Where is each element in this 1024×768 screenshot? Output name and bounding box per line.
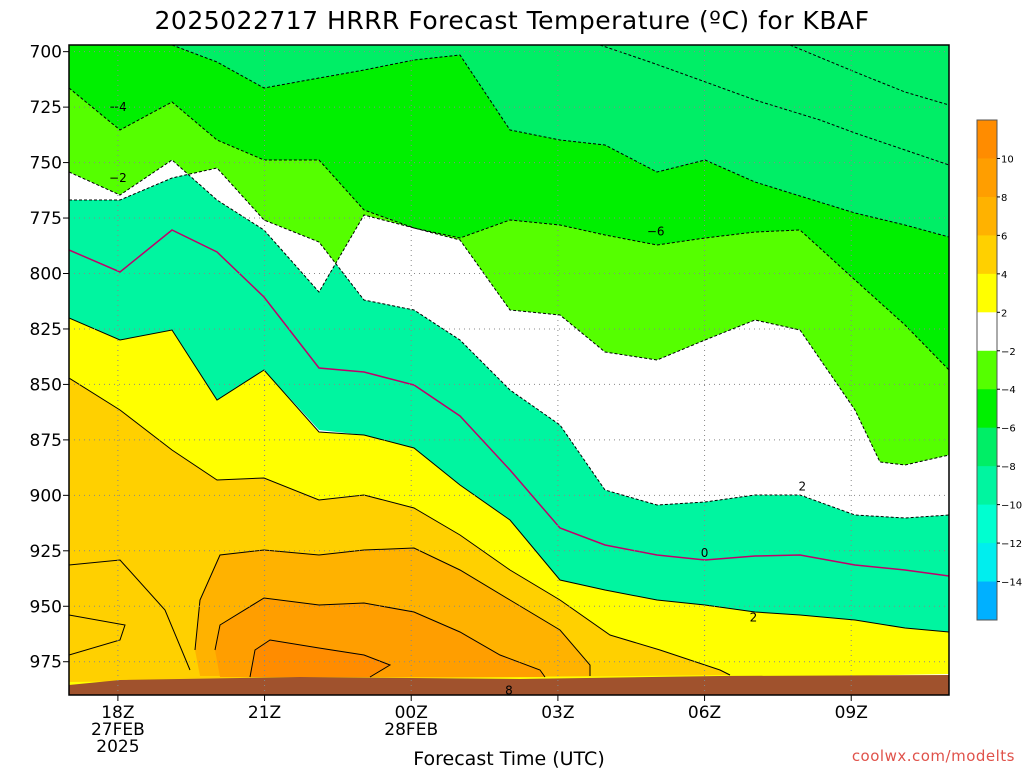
contour-label: −2: [109, 171, 127, 185]
y-tick-label: 725: [30, 98, 62, 118]
colorbar-swatch: [977, 581, 997, 621]
colorbar-label: 8: [1001, 193, 1007, 204]
x-tick-label: 27FEB: [91, 720, 145, 740]
colorbar-swatch: [977, 350, 997, 390]
y-axis: 700 725 750 775 800 825 850 875 900 925 950 975: [30, 43, 69, 673]
contour-label: −6: [647, 224, 665, 238]
colorbar-swatch: [977, 273, 997, 313]
chart-title: 2025022717 HRRR Forecast Temperature (ºC…: [155, 6, 870, 35]
band-minus-4: [69, 88, 949, 465]
colorbar-swatch: [977, 504, 997, 544]
isotherm-4-low: [69, 559, 191, 671]
colorbar-label: −4: [1001, 385, 1016, 396]
colorbar-swatch: [977, 543, 997, 583]
colorbar-label: 4: [1001, 270, 1007, 281]
colorbar-swatch: [977, 427, 997, 467]
colorbar-label: −12: [1001, 539, 1022, 550]
isotherm-minus-14: [789, 45, 949, 106]
colorbar-frame: [976, 119, 998, 621]
credit-link[interactable]: coolwx.com/modelts: [852, 747, 1015, 765]
colorbar-swatch: [977, 120, 997, 159]
x-tick-label: 00Z: [395, 703, 428, 723]
x-tick-label: 03Z: [541, 703, 574, 723]
y-tick-label: 900: [30, 486, 62, 506]
colorbar-label: 6: [1001, 231, 1007, 242]
isotherm-minus-2: [69, 167, 949, 519]
band-minus-6: [69, 45, 949, 370]
isotherm-minus-8: [171, 45, 949, 238]
y-tick-label: 750: [30, 154, 62, 174]
isotherm-10: [249, 639, 392, 678]
x-tick-label: 06Z: [688, 703, 721, 723]
band-10-to-12: [250, 640, 390, 677]
colorbar-swatch: [977, 196, 997, 236]
isotherm-minus-12: [599, 45, 949, 166]
colorbar-label: −14: [1001, 578, 1022, 589]
colorbar-swatch: [977, 235, 997, 275]
colorbar-swatch: [977, 312, 997, 352]
y-tick-label: 775: [30, 209, 62, 229]
colorbar-label: −2: [1001, 347, 1016, 358]
x-tick-label: 18Z: [101, 703, 134, 723]
isotherm-4: [69, 377, 731, 676]
x-tick-label: 09Z: [835, 703, 868, 723]
contour-label: −4: [109, 100, 127, 114]
grid: [69, 45, 949, 695]
band-minus-8: [69, 45, 949, 237]
y-tick-label: 825: [30, 320, 62, 340]
temperature-field: −4 −2 −6 2 0 2 8: [69, 45, 949, 698]
isotherm-zero: [69, 229, 949, 577]
contour-label: 0: [701, 546, 709, 560]
isotherm-2-low: [69, 614, 126, 656]
contour-label: 8: [505, 684, 513, 698]
isotherm-minus-4: [69, 159, 949, 466]
colorbar-label: −10: [1001, 501, 1022, 512]
colorbar-swatch: [977, 158, 997, 198]
y-tick-label: 850: [30, 375, 62, 395]
contour-labels: −4 −2 −6 2 0 2 8: [109, 100, 807, 698]
contour-label: 2: [799, 479, 807, 493]
x-tick-label: 28FEB: [384, 720, 438, 740]
isotherm-minus-6: [69, 87, 949, 371]
y-tick-label: 925: [30, 542, 62, 562]
y-tick-label: 875: [30, 431, 62, 451]
isotherm-lines: [69, 45, 949, 678]
colorbar: 10 8 6 4 2 −2 −4 −6 −8 −10 −12 −14: [976, 119, 1022, 621]
colorbar-swatch: [977, 389, 997, 429]
x-tick-label: 2025: [96, 737, 139, 757]
colorbar-swatch: [977, 466, 997, 506]
isotherm-2: [69, 317, 949, 633]
isotherm-6: [194, 547, 591, 676]
y-tick-label: 800: [30, 264, 62, 284]
colorbar-label: 2: [1001, 308, 1007, 319]
x-axis-label: Forecast Time (UTC): [413, 748, 604, 768]
y-tick-label: 950: [30, 597, 62, 617]
colorbar-label: −8: [1001, 462, 1016, 473]
y-tick-label: 975: [30, 653, 62, 673]
colorbar-label: −6: [1001, 424, 1016, 435]
ground: [69, 675, 949, 695]
x-tick-label: 21Z: [248, 703, 281, 723]
contour-label: 2: [750, 610, 758, 624]
colorbar-label: 10: [1001, 154, 1014, 165]
plot-frame: [68, 44, 950, 696]
y-tick-label: 700: [30, 43, 62, 63]
isotherm-8: [214, 597, 546, 678]
